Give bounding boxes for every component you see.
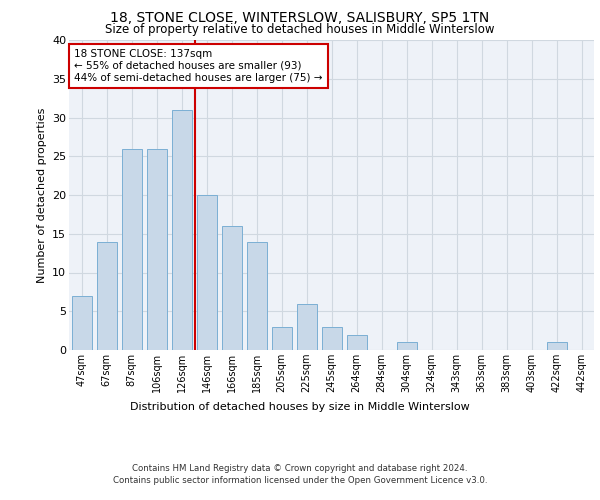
Bar (397, 342, 416, 350)
Bar (347, 334, 367, 350)
Bar (121, 148, 142, 350)
Bar (97, 242, 116, 350)
Text: 18 STONE CLOSE: 137sqm
← 55% of detached houses are smaller (93)
44% of semi-det: 18 STONE CLOSE: 137sqm ← 55% of detached… (74, 50, 323, 82)
Bar (221, 226, 241, 350)
Text: 18, STONE CLOSE, WINTERSLOW, SALISBURY, SP5 1TN: 18, STONE CLOSE, WINTERSLOW, SALISBURY, … (110, 11, 490, 25)
Bar (197, 195, 217, 350)
Text: Distribution of detached houses by size in Middle Winterslow: Distribution of detached houses by size … (130, 402, 470, 412)
Y-axis label: Number of detached properties: Number of detached properties (37, 108, 47, 282)
Text: Contains HM Land Registry data © Crown copyright and database right 2024.: Contains HM Land Registry data © Crown c… (132, 464, 468, 473)
Bar (271, 327, 292, 350)
Bar (172, 110, 191, 350)
Bar (146, 148, 167, 350)
Bar (71, 296, 91, 350)
Text: Size of property relative to detached houses in Middle Winterslow: Size of property relative to detached ho… (105, 22, 495, 36)
Bar (247, 242, 266, 350)
Text: Contains public sector information licensed under the Open Government Licence v3: Contains public sector information licen… (113, 476, 487, 485)
Bar (296, 304, 317, 350)
Bar (322, 327, 341, 350)
Bar (547, 342, 566, 350)
